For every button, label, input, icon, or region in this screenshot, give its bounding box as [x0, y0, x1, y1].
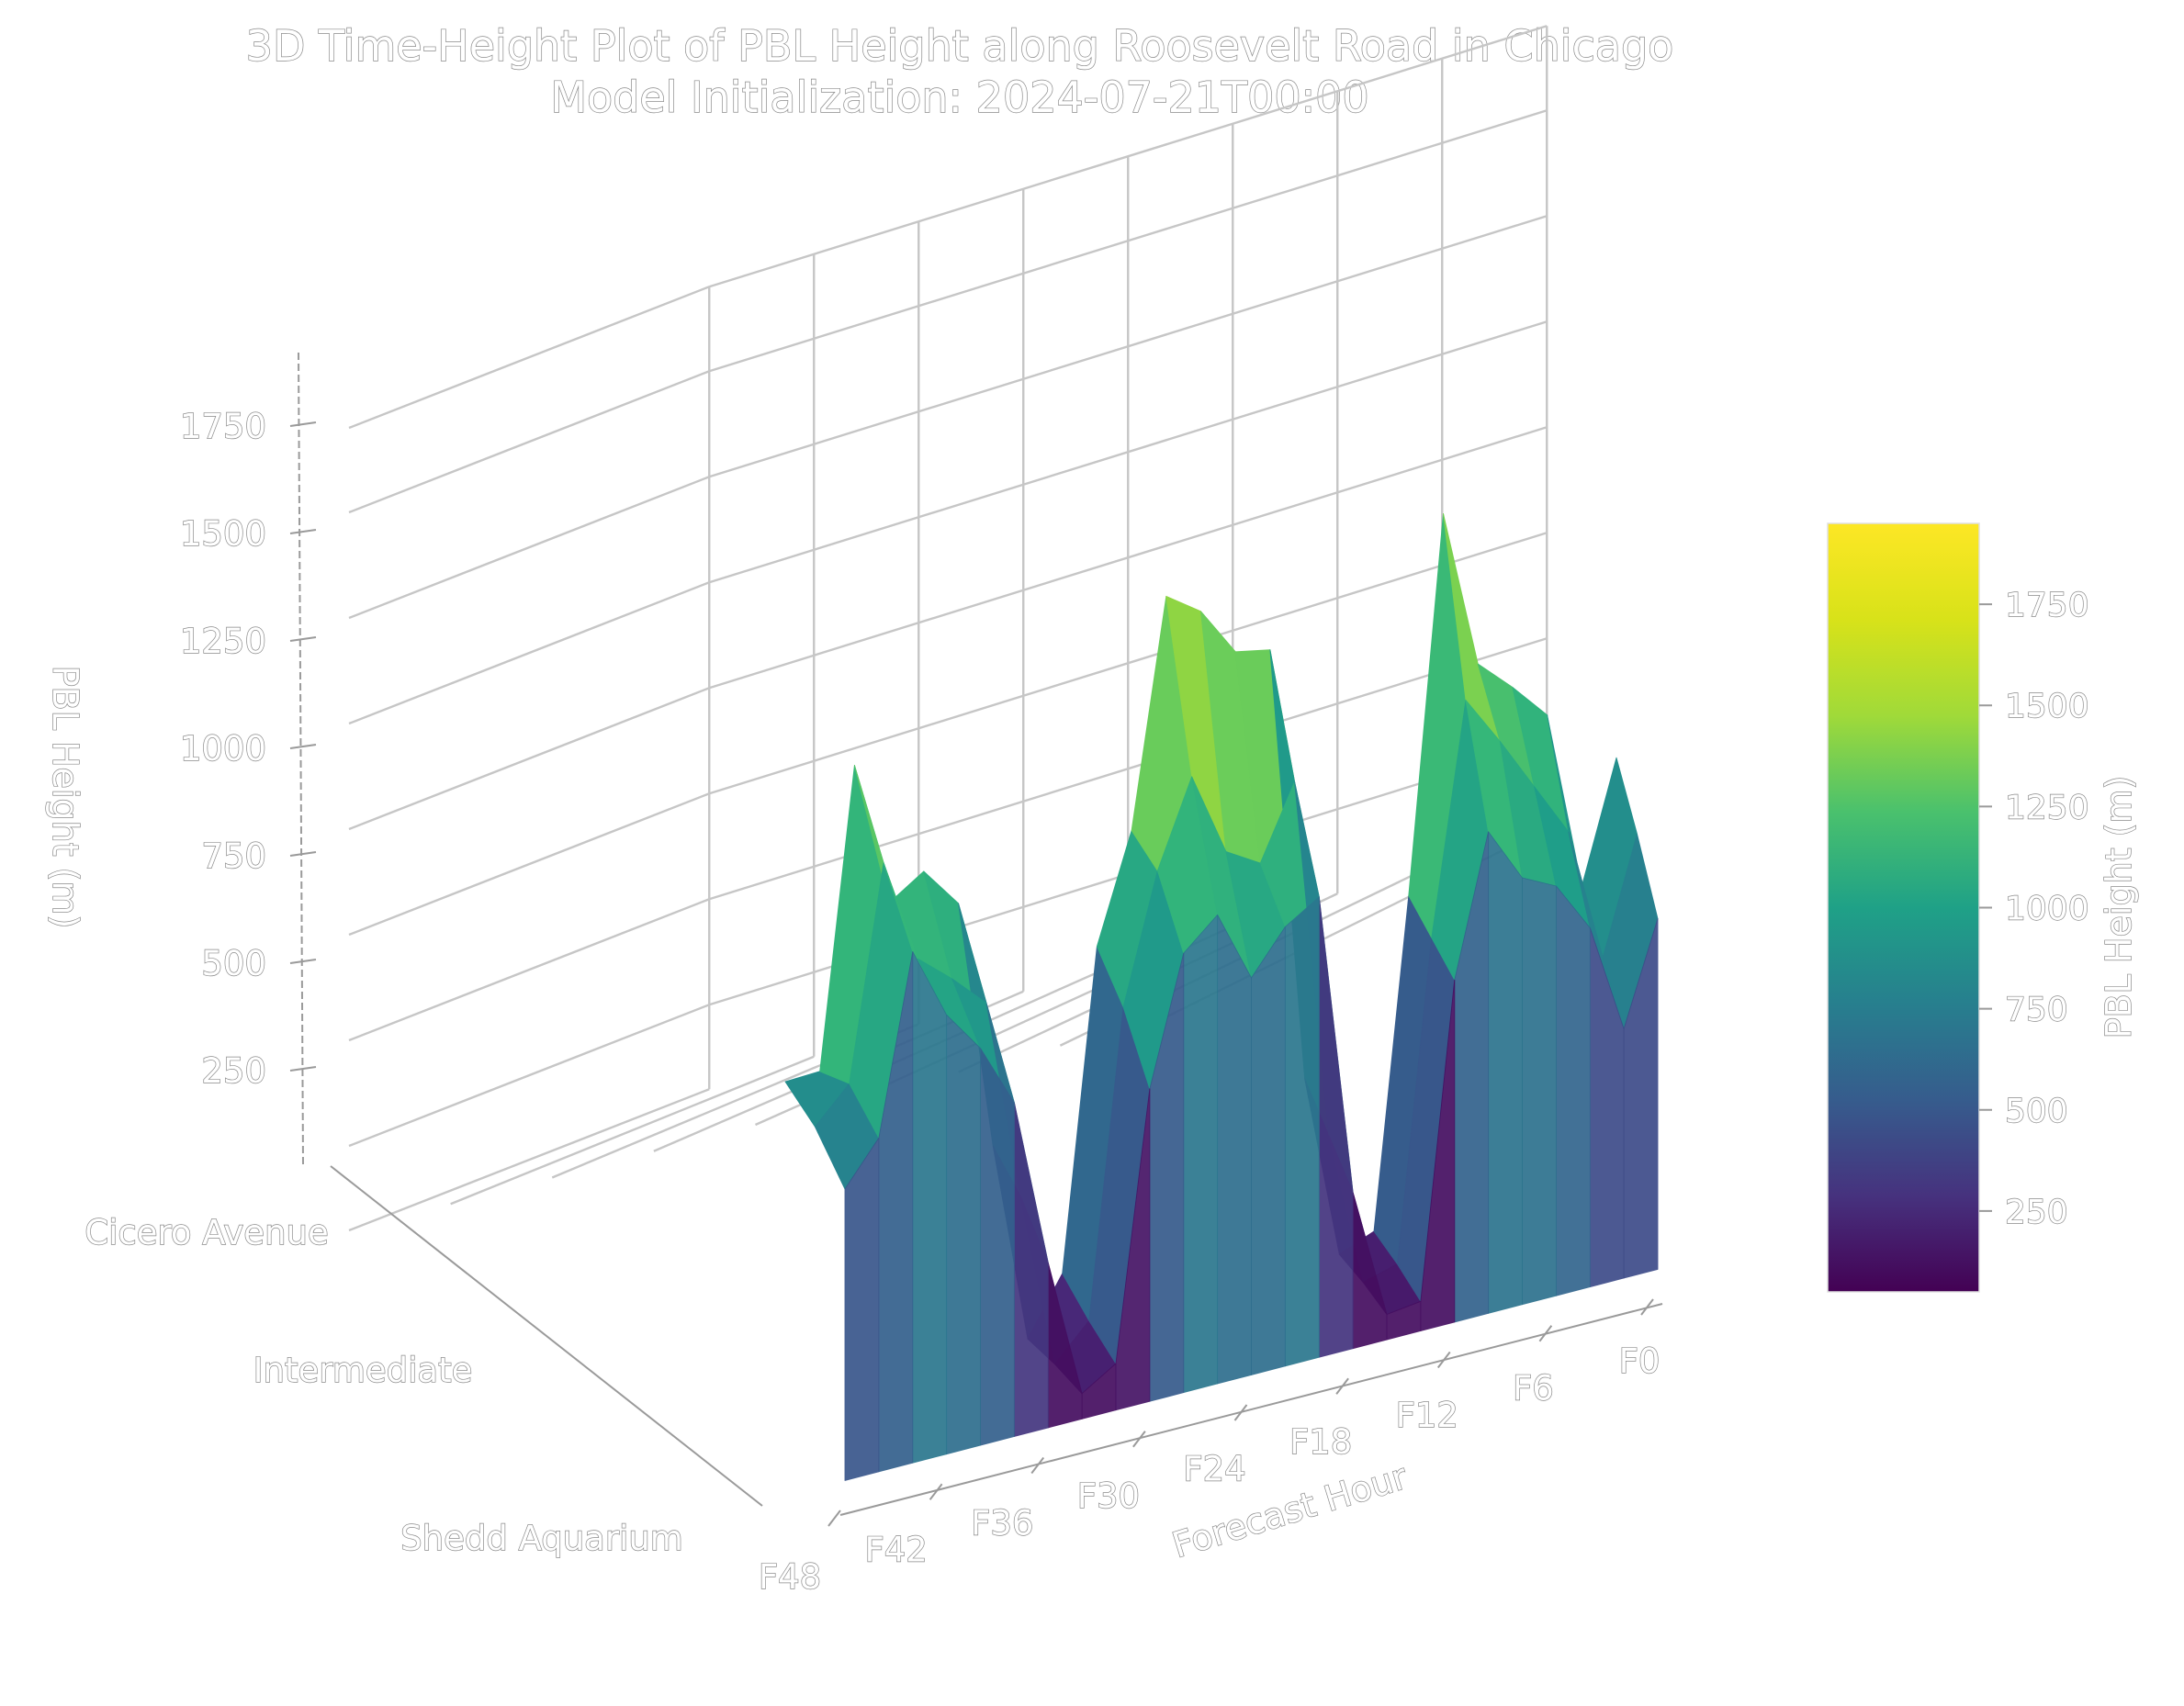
pbl-surface	[784, 512, 1659, 1481]
z-tick-label: 500	[201, 944, 266, 983]
colorbar-tick-label: 1750	[2005, 587, 2089, 624]
back-wall-gridline	[708, 532, 1548, 795]
side-wall-gridline	[348, 687, 710, 831]
x-tick-label: F42	[864, 1531, 927, 1570]
colorbar-tick-label: 1000	[2005, 891, 2089, 928]
chart-title: 3D Time-Height Plot of PBL Height along …	[246, 21, 1674, 71]
x-tick-label: F24	[1183, 1450, 1245, 1489]
side-wall-gridline	[348, 476, 710, 620]
surface-front-facet	[980, 1048, 1015, 1446]
surface-front-facet	[844, 1137, 880, 1481]
colorbar-ticks: 250 500 750 1000 1250 1500 1750	[1979, 586, 2089, 1232]
back-wall-gridline	[708, 320, 1548, 584]
side-wall-gridline	[348, 581, 710, 725]
x-axis-line	[839, 1303, 1663, 1516]
x-tick-label: F0	[1619, 1341, 1661, 1381]
z-tick-mark	[289, 744, 317, 749]
z-tick-label: 1250	[180, 622, 266, 661]
z-tick-label: 250	[201, 1051, 266, 1091]
colorbar-gradient	[1827, 522, 1980, 1293]
surface-front-facet	[1522, 877, 1557, 1306]
z-tick-label: 1750	[180, 407, 266, 446]
axis-grid	[348, 25, 1548, 1232]
z-tick-mark	[289, 636, 317, 642]
surface-front-facet	[1013, 1102, 1049, 1437]
z-tick-label: 1000	[180, 729, 266, 769]
colorbar-tick-label: 1250	[2005, 789, 2089, 826]
x-tick-label: F6	[1513, 1368, 1554, 1408]
colorbar-tick-label: 750	[2005, 992, 2068, 1029]
surface-front-facet	[1284, 896, 1320, 1367]
x-tick-label: F36	[971, 1503, 1033, 1543]
x-tick-mark	[1030, 1456, 1045, 1475]
surface-front-facet	[912, 951, 948, 1464]
surface-front-facet	[1488, 831, 1523, 1314]
z-tick-mark	[289, 529, 317, 534]
side-wall-gridline	[348, 1004, 710, 1148]
x-tick-label: F12	[1396, 1396, 1458, 1435]
z-axis-label: PBL Height (m)	[45, 666, 85, 929]
y-tick-label: Shedd Aquarium	[400, 1519, 683, 1558]
side-wall-gridline	[348, 286, 710, 430]
colorbar-tick-label: 1500	[2005, 688, 2089, 725]
surface-front-facet	[1217, 914, 1252, 1385]
side-wall-gridline	[348, 792, 710, 937]
x-tick-label: F48	[759, 1557, 821, 1597]
back-wall-gridline	[708, 426, 1548, 690]
z-tick-mark	[289, 1066, 317, 1072]
back-wall-gridline	[708, 109, 1548, 373]
floor-gridline	[348, 1088, 710, 1232]
colorbar: 250 500 750 1000 1250 1500 1750 PBL Height (m)	[1827, 522, 2140, 1293]
z-tick-label: 750	[201, 836, 266, 876]
surface-front-facet	[1555, 885, 1591, 1296]
z-axis-line	[298, 352, 304, 1165]
z-tick-mark	[289, 851, 317, 857]
z-tick-mark	[289, 959, 317, 964]
x-tick-mark	[929, 1483, 943, 1500]
surface-front-facet	[1318, 896, 1354, 1358]
side-wall-gridline	[348, 898, 710, 1042]
axis-ticks: F0 F6 F12 F18 F24 F30 F36 F42 F48 Cicero Avenue In…	[84, 352, 1663, 1598]
colorbar-tick-label: 250	[2005, 1194, 2068, 1231]
floor-gridline	[450, 1055, 815, 1206]
y-axis-line	[330, 1165, 763, 1507]
surface-front-facet	[1183, 914, 1219, 1394]
z-tick-label: 1500	[180, 514, 266, 554]
back-wall-gridline	[708, 215, 1548, 478]
x-tick-label: F30	[1077, 1476, 1140, 1516]
colorbar-label: PBL Height (m)	[2099, 776, 2139, 1039]
z-tick-mark	[289, 421, 317, 427]
y-tick-label: Cicero Avenue	[84, 1213, 329, 1252]
x-tick-mark	[827, 1510, 841, 1527]
back-wall-gridline	[708, 25, 1548, 288]
surface-front-facet	[946, 1014, 981, 1455]
y-tick-label: Intermediate	[253, 1351, 473, 1390]
side-wall-gridline	[348, 370, 710, 514]
surface-front-facet	[1251, 926, 1286, 1375]
x-tick-label: F18	[1289, 1422, 1352, 1462]
chart-subtitle: Model Initialization: 2024-07-21T00:00	[550, 73, 1368, 122]
colorbar-tick-label: 500	[2005, 1093, 2068, 1130]
